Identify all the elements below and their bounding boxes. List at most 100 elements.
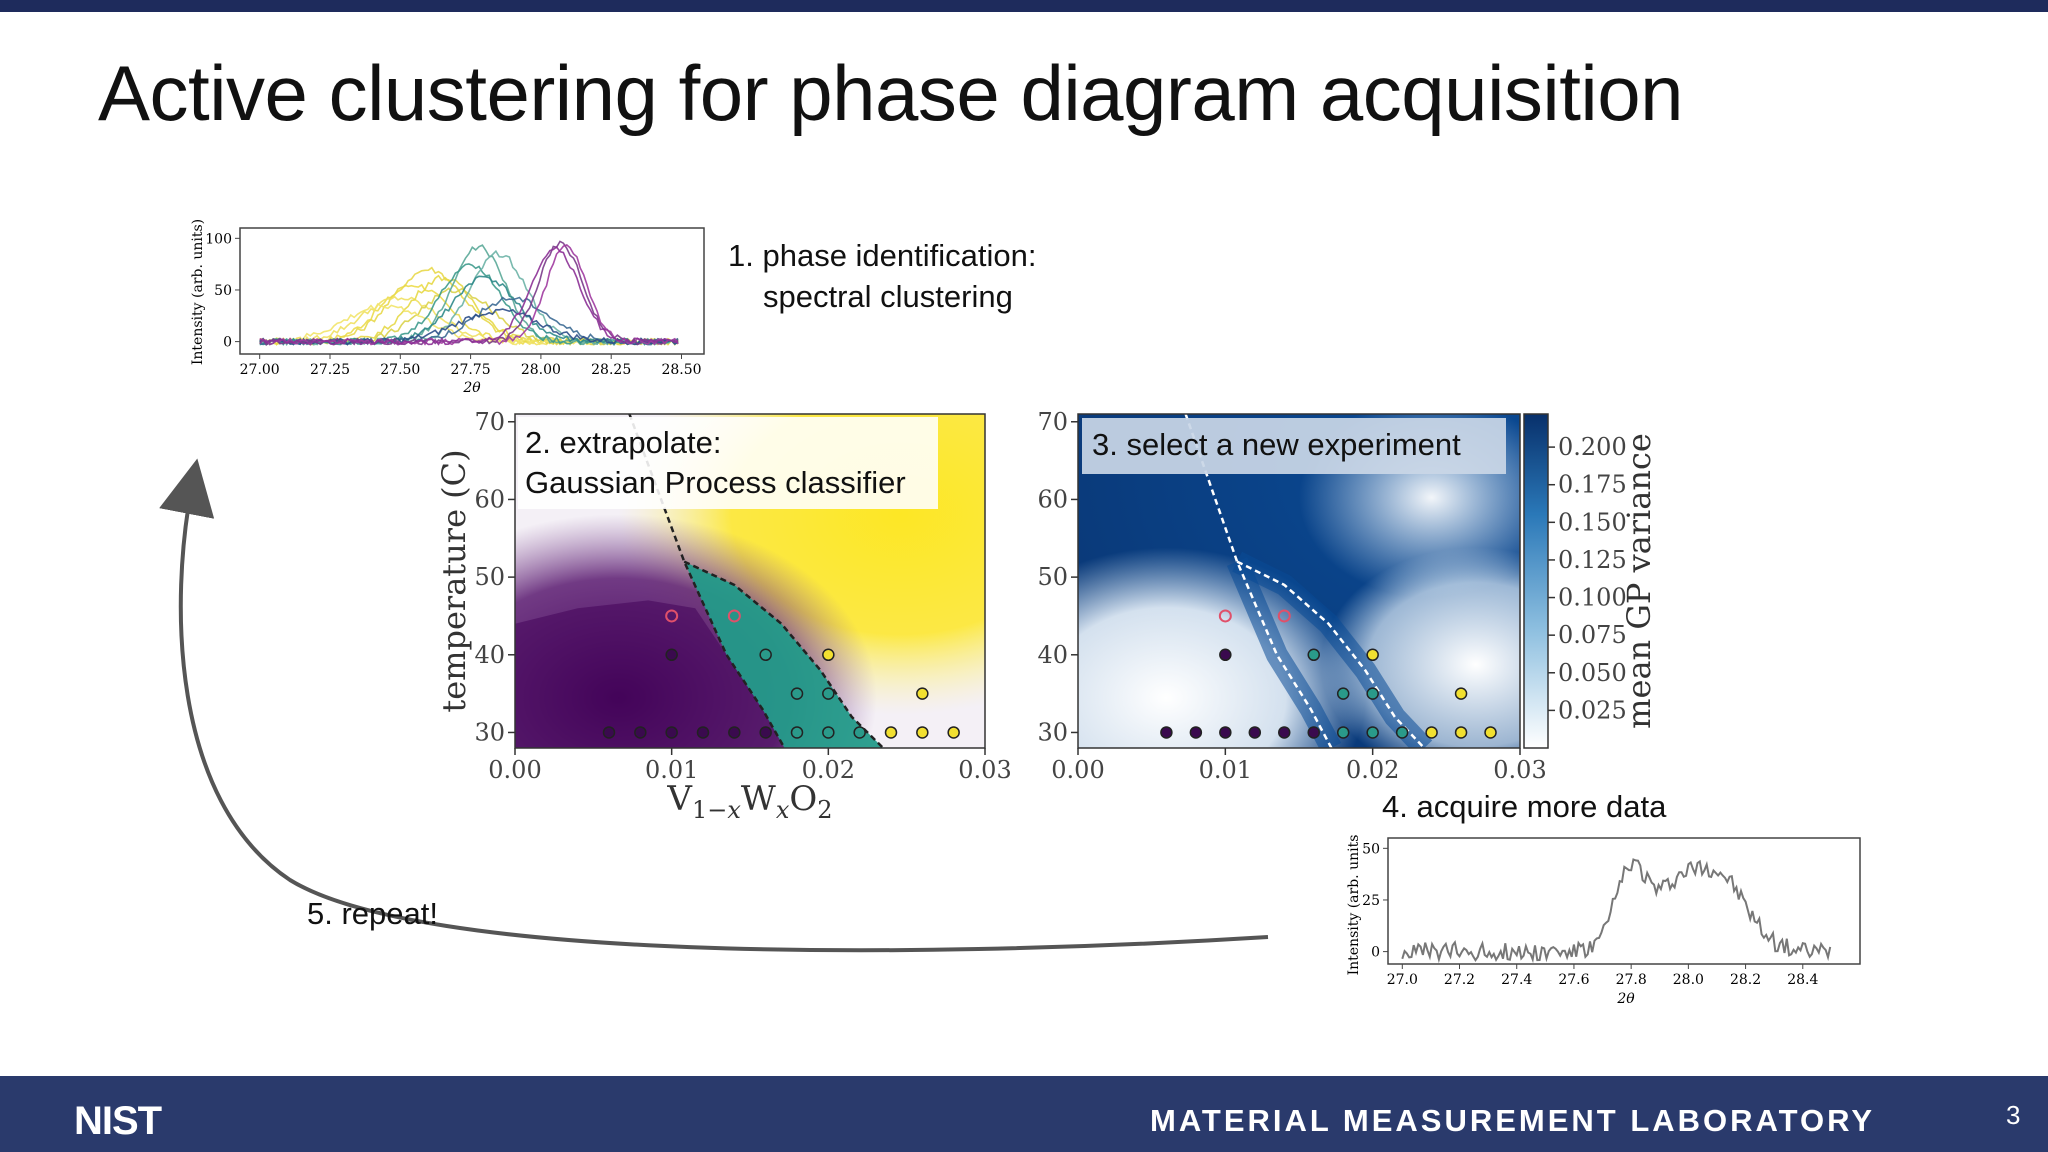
measured-point bbox=[1336, 726, 1350, 739]
step3-label-bg bbox=[1082, 418, 1506, 474]
spectra-x-ticks: 27.00 27.25 27.50 27.75 28.00 28.25 28.50 bbox=[240, 354, 702, 378]
step3-label: 3. select a new experiment bbox=[1092, 427, 1461, 462]
measured-point bbox=[1189, 726, 1203, 739]
slide-title: Active clustering for phase diagram acqu… bbox=[98, 49, 1683, 137]
phase-boundary bbox=[628, 414, 786, 748]
step2-label-bg bbox=[518, 417, 938, 509]
gp-variance-chart: 0.00 0.01 0.02 0.03 30 40 50 60 70 0.200 0.175 0.1… bbox=[1037, 408, 1658, 784]
measured-point bbox=[822, 648, 835, 662]
colorbar-tick-label: 0.200 bbox=[1558, 433, 1627, 461]
measured-point bbox=[916, 726, 929, 739]
colorbar-tick-label: 0.025 bbox=[1558, 696, 1627, 724]
spectra-y-ticks: 0 50 100 bbox=[205, 231, 240, 351]
y-tick-label: 50 bbox=[1362, 841, 1380, 857]
footer-bar bbox=[0, 1076, 2048, 1152]
measured-point bbox=[728, 726, 741, 739]
measured-point bbox=[602, 726, 616, 739]
new-spectrum-x-ticks: 27.0 27.2 27.4 27.6 27.8 28.0 28.2 28.4 bbox=[1387, 964, 1818, 988]
y-tick-label: 50 bbox=[474, 563, 505, 591]
nist-logo: NIST bbox=[74, 1099, 162, 1143]
classifier-frame bbox=[514, 413, 986, 749]
y-tick-label: 70 bbox=[474, 408, 505, 436]
measured-point bbox=[1336, 687, 1350, 700]
measured-point bbox=[665, 726, 678, 739]
x-tick-label: 27.75 bbox=[451, 362, 491, 378]
variance-points bbox=[1160, 609, 1497, 739]
y-tick-label: 50 bbox=[1037, 563, 1068, 591]
y-tick-label: 40 bbox=[474, 641, 505, 669]
measured-point bbox=[1307, 726, 1320, 739]
measured-point bbox=[1454, 687, 1468, 700]
measured-point bbox=[1219, 648, 1232, 662]
classifier-axes: 0.00 0.01 0.02 0.03 30 40 50 60 70 bbox=[474, 408, 1011, 784]
new-spectrum-xlabel: 2θ bbox=[1616, 991, 1635, 1007]
phase-boundary bbox=[683, 560, 885, 748]
measured-point bbox=[1248, 726, 1262, 739]
step5-label: 5. repeat! bbox=[307, 896, 438, 931]
measured-point bbox=[884, 726, 898, 739]
measured-point bbox=[665, 648, 678, 662]
measured-point bbox=[853, 726, 866, 739]
classifier-points bbox=[602, 609, 960, 739]
x-tick-label: 27.8 bbox=[1616, 972, 1647, 988]
x-tick-label: 27.50 bbox=[380, 362, 420, 378]
measured-point bbox=[1395, 726, 1409, 739]
x-tick-label: 0.02 bbox=[802, 756, 855, 784]
x-tick-label: 27.00 bbox=[240, 362, 280, 378]
measured-point bbox=[759, 726, 772, 739]
x-tick-label: 28.4 bbox=[1787, 972, 1818, 988]
x-tick-label: 27.6 bbox=[1558, 972, 1589, 988]
classifier-xlabel-formula: V1−xWxO2 bbox=[666, 779, 832, 824]
step1-label-line1: 1. phase identification: bbox=[728, 238, 1037, 273]
variance-frame bbox=[1077, 413, 1521, 749]
y-tick-label: 40 bbox=[1037, 641, 1068, 669]
new-spectrum-chart: 27.0 27.2 27.4 27.6 27.8 28.0 28.2 28.4 0 25 50 2… bbox=[1346, 835, 1861, 1007]
measured-point bbox=[947, 726, 960, 739]
y-tick-label: 100 bbox=[205, 231, 232, 247]
new-spectrum-y-ticks: 0 25 50 bbox=[1362, 841, 1388, 961]
x-tick-label: 0.01 bbox=[645, 756, 698, 784]
colorbar-ticks: 0.200 0.175 0.150 0.125 0.100 0.075 0.050 0.025 bbox=[1548, 433, 1627, 724]
x-tick-label: 27.25 bbox=[310, 362, 350, 378]
measured-point bbox=[1366, 726, 1379, 739]
x-tick-label: 28.25 bbox=[591, 362, 631, 378]
page-number: 3 bbox=[2006, 1100, 2021, 1130]
footer-lab-name: MATERIAL MEASUREMENT LABORATORY bbox=[1150, 1103, 1876, 1138]
candidate-point bbox=[1277, 609, 1291, 623]
colorbar bbox=[1523, 413, 1549, 749]
colorbar-tick-label: 0.100 bbox=[1558, 584, 1627, 612]
x-tick-label: 0.03 bbox=[958, 756, 1011, 784]
measured-point bbox=[1366, 687, 1379, 700]
x-tick-label: 0.01 bbox=[1199, 756, 1252, 784]
candidate-point bbox=[727, 609, 741, 623]
measured-point bbox=[916, 687, 929, 700]
curved-arrow-icon bbox=[159, 458, 1269, 953]
measured-point bbox=[1454, 726, 1468, 739]
y-tick-label: 25 bbox=[1362, 893, 1380, 909]
measured-point bbox=[790, 687, 804, 700]
colorbar-tick-label: 0.150 bbox=[1558, 508, 1627, 536]
x-tick-label: 0.00 bbox=[488, 756, 541, 784]
teal-phase-region bbox=[684, 561, 884, 748]
top-bar bbox=[0, 0, 2048, 12]
spectra-xlabel: 2θ bbox=[462, 380, 481, 396]
measured-point bbox=[1366, 648, 1379, 662]
step2-label-line1: 2. extrapolate: bbox=[525, 425, 722, 460]
y-tick-label: 50 bbox=[214, 283, 232, 299]
step1-label-line2: spectral clustering bbox=[763, 279, 1013, 314]
x-tick-label: 0.03 bbox=[1493, 756, 1546, 784]
x-tick-label: 27.4 bbox=[1501, 972, 1532, 988]
measured-point bbox=[822, 726, 835, 739]
measured-point bbox=[1278, 726, 1291, 739]
measured-point bbox=[1425, 726, 1438, 739]
classifier-ylabel: temperature (C) bbox=[435, 449, 473, 712]
x-tick-label: 28.0 bbox=[1673, 972, 1704, 988]
measured-point bbox=[822, 687, 835, 700]
measured-point bbox=[1307, 648, 1320, 662]
x-tick-label: 27.0 bbox=[1387, 972, 1418, 988]
measured-point bbox=[759, 648, 772, 662]
spectrum-series-line bbox=[259, 245, 679, 346]
measured-point bbox=[1160, 726, 1173, 739]
y-tick-label: 0 bbox=[223, 335, 232, 351]
new-spectrum-frame bbox=[1387, 837, 1861, 965]
